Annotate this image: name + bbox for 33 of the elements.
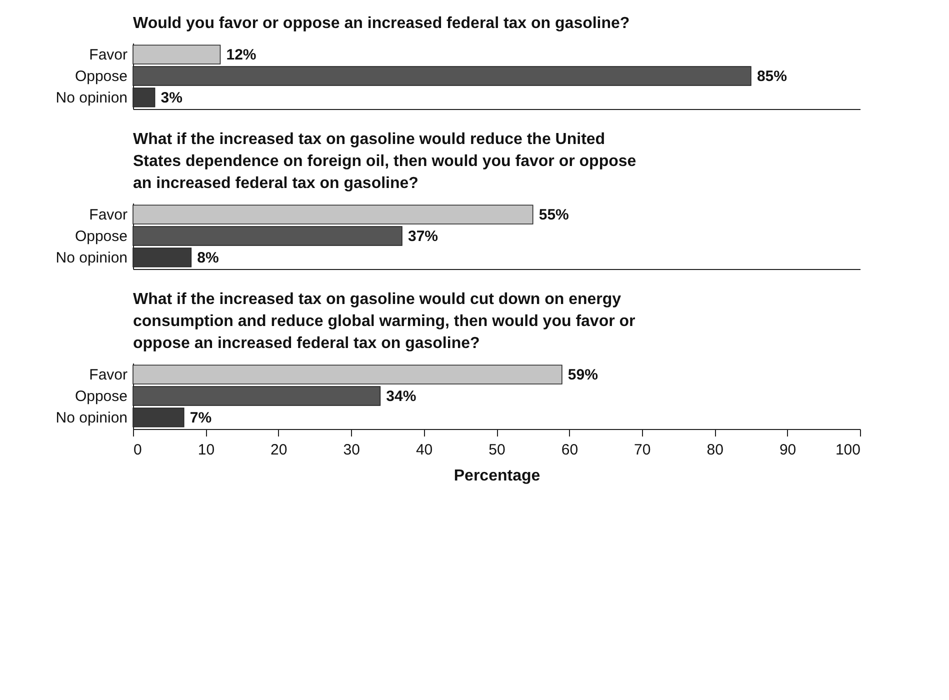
x-tick-label: 100 [835, 442, 860, 458]
x-tick-label: 80 [706, 442, 724, 458]
data-label: 7% [190, 409, 212, 426]
x-tick-label: 0 [134, 442, 142, 458]
y-tick-label: Oppose [74, 228, 128, 245]
chart-title: What if the increased tax on gasoline would reduce the United States dependence on foreign oil, then would you favor or oppose an increased federal tax on gasoline? [133, 131, 636, 192]
y-tick-label: Favor [89, 46, 128, 64]
data-label: 55% [538, 206, 569, 224]
x-tick-label: 30 [343, 442, 360, 458]
data-label: 34% [386, 388, 416, 405]
y-tick-label: No opinion [56, 249, 128, 266]
y-tick-label: Favor [89, 206, 128, 224]
y-tick-label: Oppose [74, 388, 128, 405]
x-axis-title: Percentage [454, 468, 540, 484]
chart-title: Would you favor or oppose an increased federal tax on gasoline? [133, 15, 630, 32]
x-tick-label: 40 [416, 442, 433, 458]
y-tick-label: No opinion [56, 89, 128, 106]
y-tick-label: No opinion [56, 409, 128, 426]
data-label: 8% [197, 249, 219, 266]
y-tick-label: Oppose [74, 68, 128, 85]
data-label: 12% [226, 46, 256, 64]
data-label: 3% [160, 89, 182, 106]
chart-title: What if the increased tax on gasoline would cut down on energy consumption and reduce global warming, then would you favor or oppose an increased federal tax on gasoline? [133, 291, 636, 352]
data-label: 37% [408, 228, 438, 245]
x-tick-label: 20 [270, 442, 288, 458]
y-tick-label: Favor [89, 366, 128, 384]
data-label: 59% [568, 366, 598, 384]
x-tick-label: 70 [634, 442, 651, 458]
x-tick-label: 60 [561, 442, 578, 458]
x-tick-label: 50 [488, 442, 506, 458]
data-label: 85% [756, 68, 787, 85]
x-tick-label: 10 [198, 442, 215, 458]
x-tick-label: 90 [779, 442, 796, 458]
